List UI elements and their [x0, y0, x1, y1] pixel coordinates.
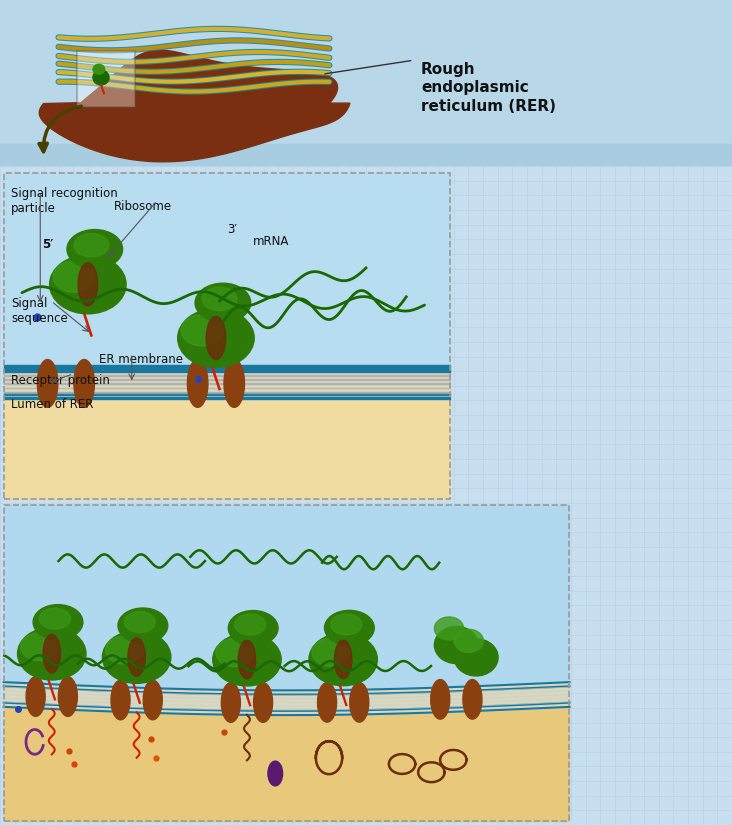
- Ellipse shape: [124, 611, 155, 633]
- Ellipse shape: [195, 283, 250, 323]
- Text: 3′: 3′: [227, 224, 237, 237]
- Ellipse shape: [434, 626, 478, 663]
- Text: 5′: 5′: [42, 238, 54, 251]
- Ellipse shape: [40, 608, 70, 629]
- Ellipse shape: [78, 263, 97, 306]
- Bar: [4, 392, 450, 393]
- Bar: [77, 51, 135, 107]
- Ellipse shape: [430, 680, 449, 719]
- Bar: [4, 397, 450, 399]
- Ellipse shape: [111, 680, 130, 719]
- Text: ER membrane: ER membrane: [99, 353, 183, 366]
- Ellipse shape: [53, 261, 94, 292]
- Ellipse shape: [59, 676, 78, 716]
- Ellipse shape: [331, 614, 362, 635]
- Ellipse shape: [335, 640, 352, 679]
- Ellipse shape: [187, 360, 208, 408]
- Bar: [4, 173, 450, 384]
- Ellipse shape: [253, 683, 272, 723]
- Ellipse shape: [202, 287, 236, 311]
- Bar: [4, 370, 450, 372]
- Ellipse shape: [105, 636, 143, 664]
- Bar: [4, 375, 450, 376]
- Text: Receptor protein: Receptor protein: [11, 374, 110, 387]
- Ellipse shape: [221, 683, 240, 723]
- Ellipse shape: [181, 314, 223, 346]
- Polygon shape: [40, 50, 350, 162]
- Ellipse shape: [318, 682, 337, 722]
- Ellipse shape: [463, 680, 482, 719]
- Ellipse shape: [309, 633, 378, 686]
- Ellipse shape: [33, 605, 83, 639]
- Ellipse shape: [37, 360, 58, 408]
- Ellipse shape: [50, 255, 126, 314]
- Ellipse shape: [454, 639, 498, 676]
- Bar: [4, 393, 450, 395]
- Ellipse shape: [74, 233, 108, 257]
- Text: Signal
sequence: Signal sequence: [11, 297, 68, 325]
- Ellipse shape: [67, 229, 122, 269]
- Ellipse shape: [324, 610, 374, 645]
- Ellipse shape: [18, 627, 86, 680]
- Ellipse shape: [238, 640, 255, 679]
- Bar: [0, 0, 732, 165]
- Ellipse shape: [206, 317, 225, 360]
- Text: Signal recognition
particle: Signal recognition particle: [11, 187, 118, 215]
- Bar: [4, 368, 450, 399]
- Ellipse shape: [20, 633, 58, 661]
- Ellipse shape: [213, 634, 281, 686]
- Ellipse shape: [228, 610, 278, 646]
- Ellipse shape: [128, 638, 146, 676]
- Ellipse shape: [350, 682, 369, 722]
- Text: Lumen of RER: Lumen of RER: [11, 398, 94, 411]
- Ellipse shape: [234, 614, 266, 635]
- Ellipse shape: [74, 360, 94, 408]
- Bar: [0, 144, 732, 165]
- Ellipse shape: [93, 64, 105, 74]
- Bar: [4, 505, 569, 695]
- Ellipse shape: [143, 680, 163, 719]
- Bar: [4, 695, 569, 821]
- Ellipse shape: [268, 761, 283, 786]
- Text: mRNA: mRNA: [253, 235, 289, 248]
- Ellipse shape: [178, 309, 254, 367]
- Text: Rough
endoplasmic
reticulum (RER): Rough endoplasmic reticulum (RER): [421, 62, 556, 114]
- Bar: [4, 388, 450, 389]
- Ellipse shape: [434, 617, 463, 640]
- Ellipse shape: [312, 639, 349, 667]
- Ellipse shape: [26, 676, 45, 716]
- Bar: [4, 365, 450, 368]
- Ellipse shape: [43, 634, 61, 673]
- Bar: [4, 384, 450, 499]
- Ellipse shape: [102, 631, 171, 683]
- Ellipse shape: [224, 360, 244, 408]
- Ellipse shape: [216, 639, 253, 667]
- Ellipse shape: [118, 608, 168, 643]
- Text: Ribosome: Ribosome: [113, 200, 171, 214]
- Ellipse shape: [93, 70, 109, 85]
- Ellipse shape: [454, 629, 483, 653]
